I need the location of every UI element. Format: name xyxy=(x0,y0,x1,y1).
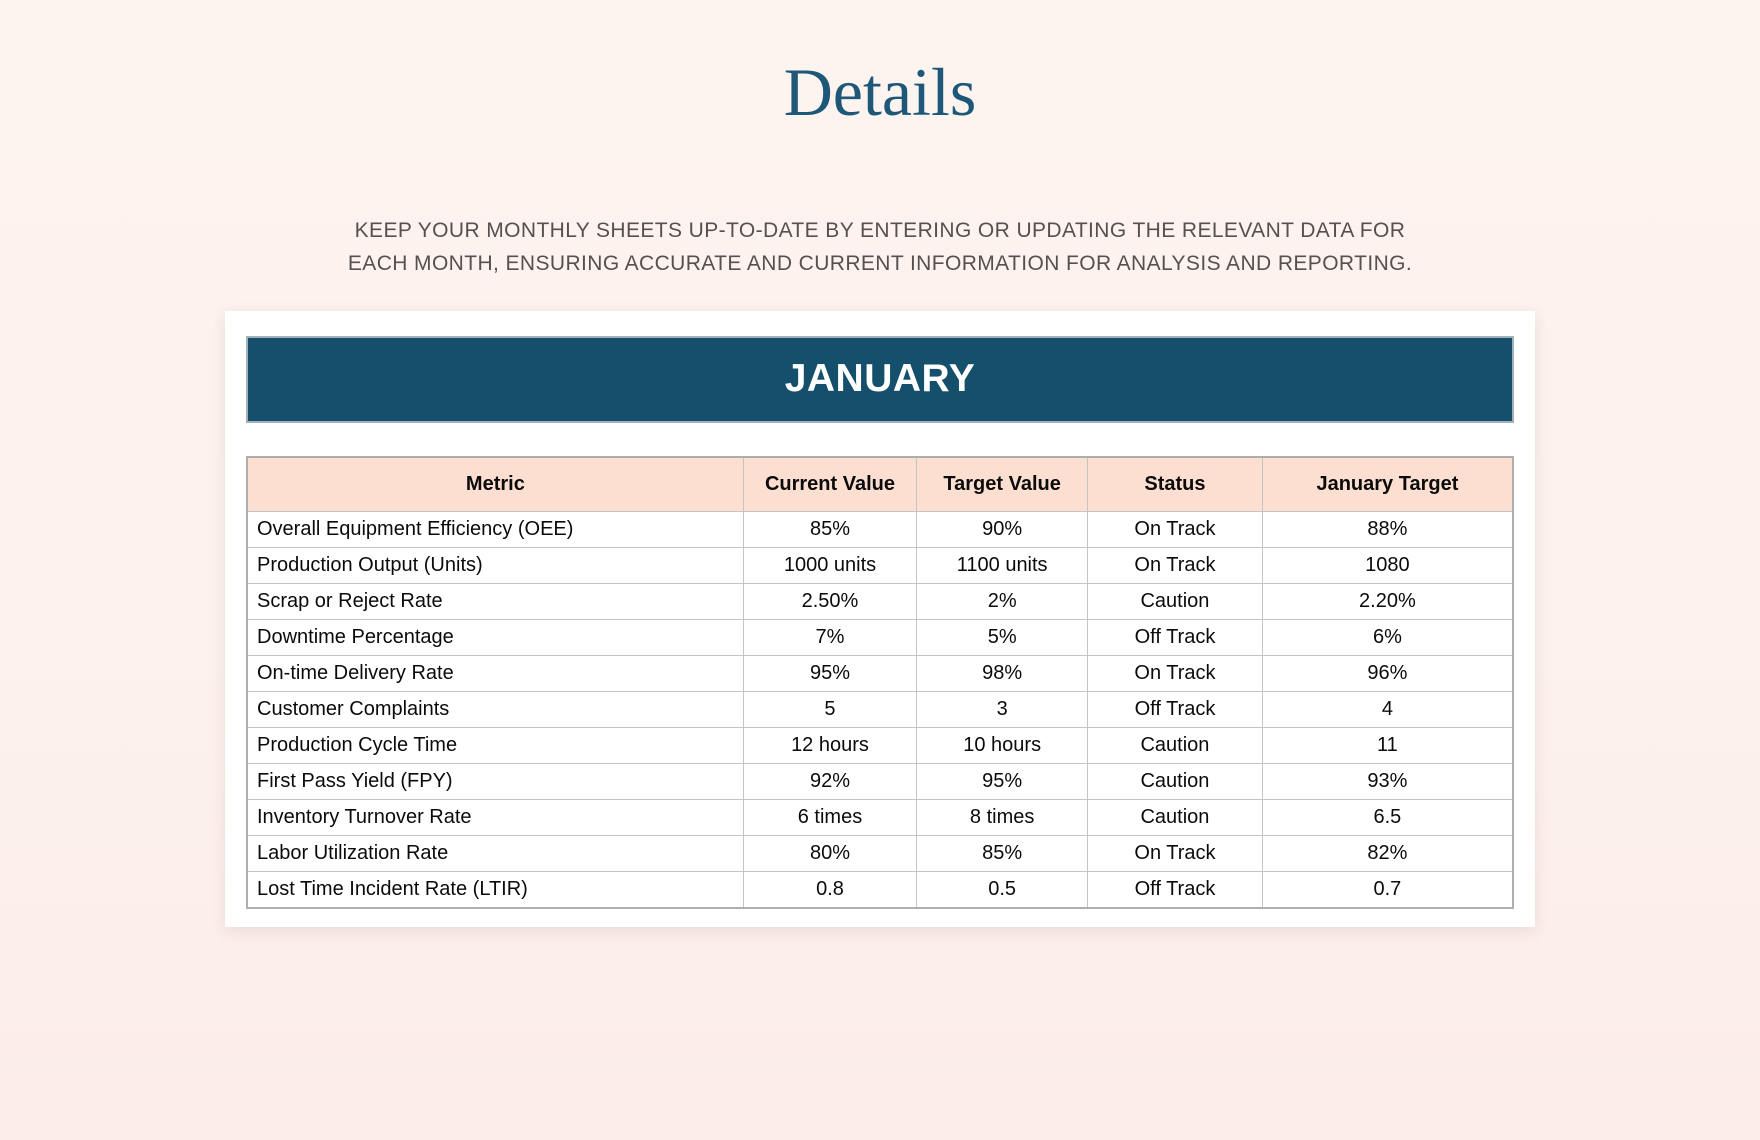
metric-cell: Production Cycle Time xyxy=(246,726,744,764)
status-cell: Off Track xyxy=(1087,690,1263,728)
current-value-cell: 1000 units xyxy=(742,546,918,584)
month-banner-label: JANUARY xyxy=(784,357,976,401)
status-cell: On Track xyxy=(1087,546,1263,584)
column-header-january-target: January Target xyxy=(1261,456,1514,512)
target-value-cell: 98% xyxy=(916,654,1089,692)
table-row: Production Output (Units) 1000 units 110… xyxy=(246,546,1514,584)
target-value-cell: 0.5 xyxy=(916,870,1089,909)
january-target-cell: 6.5 xyxy=(1261,798,1514,836)
january-target-cell: 88% xyxy=(1261,510,1514,548)
status-cell: Caution xyxy=(1087,726,1263,764)
current-value-cell: 6 times xyxy=(742,798,918,836)
current-value-cell: 0.8 xyxy=(742,870,918,909)
target-value-cell: 5% xyxy=(916,618,1089,656)
metric-cell: Downtime Percentage xyxy=(246,618,744,656)
column-header-metric: Metric xyxy=(246,456,744,512)
table-row: Lost Time Incident Rate (LTIR) 0.8 0.5 O… xyxy=(246,870,1514,909)
january-target-cell: 93% xyxy=(1261,762,1514,800)
metric-cell: Scrap or Reject Rate xyxy=(246,582,744,620)
status-cell: Caution xyxy=(1087,582,1263,620)
current-value-cell: 12 hours xyxy=(742,726,918,764)
metric-cell: On-time Delivery Rate xyxy=(246,654,744,692)
status-cell: Caution xyxy=(1087,798,1263,836)
current-value-cell: 92% xyxy=(742,762,918,800)
target-value-cell: 95% xyxy=(916,762,1089,800)
current-value-cell: 7% xyxy=(742,618,918,656)
status-cell: On Track xyxy=(1087,654,1263,692)
metric-cell: Overall Equipment Efficiency (OEE) xyxy=(246,510,744,548)
target-value-cell: 3 xyxy=(916,690,1089,728)
column-header-target-value: Target Value xyxy=(916,456,1089,512)
january-target-cell: 2.20% xyxy=(1261,582,1514,620)
january-target-cell: 11 xyxy=(1261,726,1514,764)
target-value-cell: 2% xyxy=(916,582,1089,620)
page-subtitle: KEEP YOUR MONTHLY SHEETS UP-TO-DATE BY E… xyxy=(0,214,1760,280)
metric-cell: Production Output (Units) xyxy=(246,546,744,584)
current-value-cell: 2.50% xyxy=(742,582,918,620)
target-value-cell: 1100 units xyxy=(916,546,1089,584)
status-cell: On Track xyxy=(1087,510,1263,548)
table-row: First Pass Yield (FPY) 92% 95% Caution 9… xyxy=(246,762,1514,800)
subtitle-line-2: EACH MONTH, ENSURING ACCURATE AND CURREN… xyxy=(347,251,1413,275)
january-target-cell: 0.7 xyxy=(1261,870,1514,909)
target-value-cell: 8 times xyxy=(916,798,1089,836)
month-sheet-card: JANUARY Metric Current Value Target Valu… xyxy=(225,310,1535,927)
metric-cell: First Pass Yield (FPY) xyxy=(246,762,744,800)
metric-cell: Lost Time Incident Rate (LTIR) xyxy=(246,870,744,909)
table-row: Customer Complaints 5 3 Off Track 4 xyxy=(246,690,1514,728)
status-cell: Off Track xyxy=(1087,618,1263,656)
month-banner: JANUARY xyxy=(246,335,1514,423)
table-header-row: Metric Current Value Target Value Status… xyxy=(246,456,1514,512)
kpi-table: Metric Current Value Target Value Status… xyxy=(246,455,1514,909)
table-row: Production Cycle Time 12 hours 10 hours … xyxy=(246,726,1514,764)
column-header-status: Status xyxy=(1087,456,1263,512)
table-row: Overall Equipment Efficiency (OEE) 85% 9… xyxy=(246,510,1514,548)
current-value-cell: 85% xyxy=(742,510,918,548)
january-target-cell: 6% xyxy=(1261,618,1514,656)
target-value-cell: 85% xyxy=(916,834,1089,872)
target-value-cell: 90% xyxy=(916,510,1089,548)
current-value-cell: 5 xyxy=(742,690,918,728)
status-cell: Caution xyxy=(1087,762,1263,800)
page-title: Details xyxy=(783,54,977,130)
table-row: Downtime Percentage 7% 5% Off Track 6% xyxy=(246,618,1514,656)
current-value-cell: 95% xyxy=(742,654,918,692)
january-target-cell: 82% xyxy=(1261,834,1514,872)
status-cell: Off Track xyxy=(1087,870,1263,909)
table-row: Scrap or Reject Rate 2.50% 2% Caution 2.… xyxy=(246,582,1514,620)
january-target-cell: 1080 xyxy=(1261,546,1514,584)
target-value-cell: 10 hours xyxy=(916,726,1089,764)
metric-cell: Labor Utilization Rate xyxy=(246,834,744,872)
current-value-cell: 80% xyxy=(742,834,918,872)
table-row: Labor Utilization Rate 80% 85% On Track … xyxy=(246,834,1514,872)
subtitle-line-1: KEEP YOUR MONTHLY SHEETS UP-TO-DATE BY E… xyxy=(354,218,1406,242)
metric-cell: Customer Complaints xyxy=(246,690,744,728)
column-header-current-value: Current Value xyxy=(742,456,918,512)
january-target-cell: 4 xyxy=(1261,690,1514,728)
table-row: Inventory Turnover Rate 6 times 8 times … xyxy=(246,798,1514,836)
table-row: On-time Delivery Rate 95% 98% On Track 9… xyxy=(246,654,1514,692)
january-target-cell: 96% xyxy=(1261,654,1514,692)
status-cell: On Track xyxy=(1087,834,1263,872)
metric-cell: Inventory Turnover Rate xyxy=(246,798,744,836)
